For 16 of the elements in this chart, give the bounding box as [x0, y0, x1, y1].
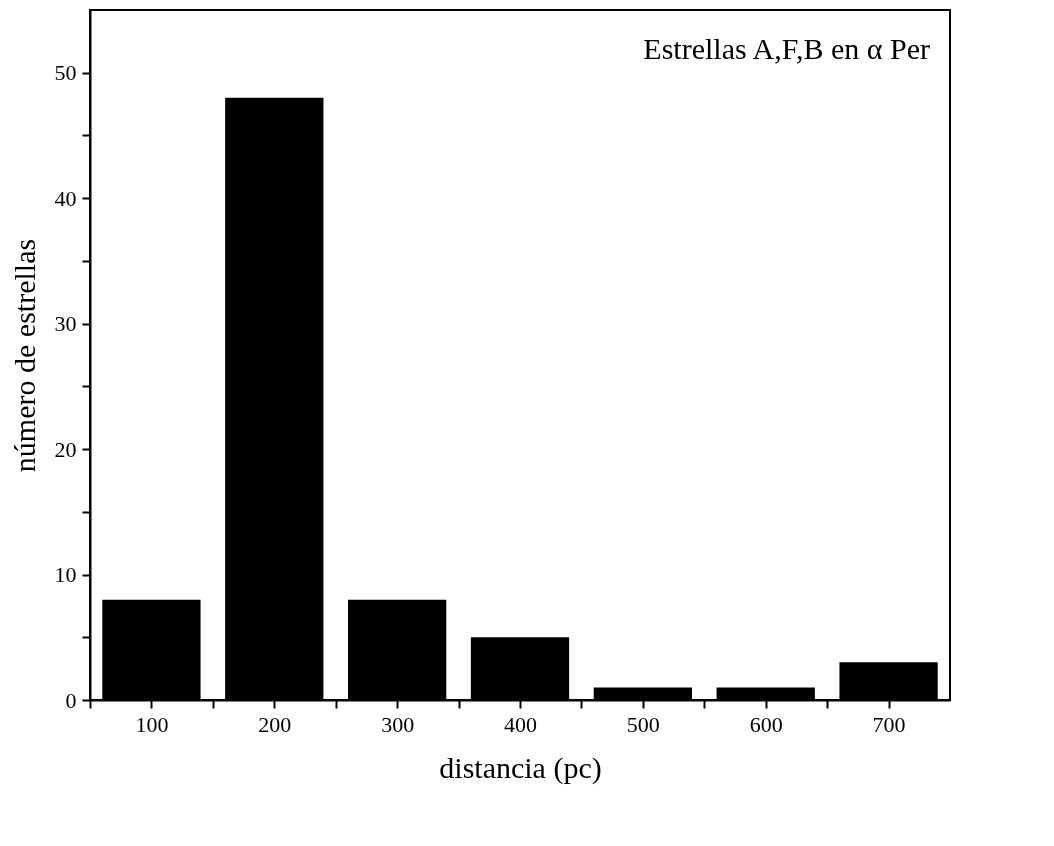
y-axis-title: número de estrellas [7, 238, 41, 473]
x-tick-label: 100 [135, 711, 169, 737]
x-tick-label: 600 [749, 711, 783, 737]
x-tick-label: 500 [626, 711, 660, 737]
x-tick-label: 400 [504, 711, 537, 737]
x-tick-label: 300 [381, 711, 415, 737]
y-tick-label: 30 [54, 311, 77, 337]
y-tick-label: 40 [54, 185, 77, 211]
y-tick-label: 50 [54, 60, 77, 86]
annotation: Estrellas A,F,B en α Per [643, 32, 930, 65]
y-tick-label: 0 [65, 687, 77, 713]
y-tick-label: 20 [54, 436, 77, 462]
x-tick-label: 200 [258, 711, 292, 737]
y-tick-label: 10 [54, 562, 77, 588]
x-tick-label: 700 [872, 711, 906, 737]
x-axis-title: distancia (pc) [439, 750, 602, 785]
